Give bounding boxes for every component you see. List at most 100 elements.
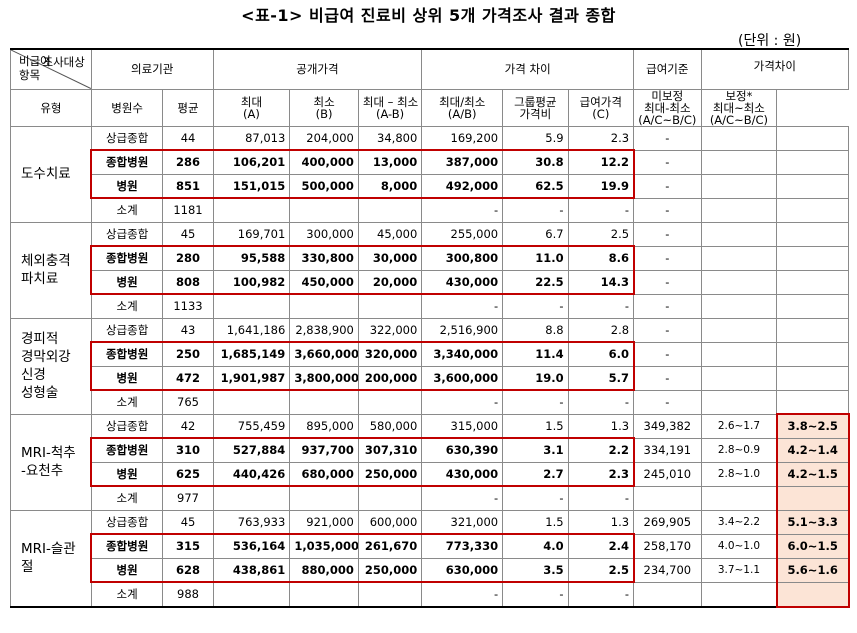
cell-group: - (567, 389, 635, 415)
cell-type: 병원 (90, 365, 164, 391)
cell-type: 종합병원 (90, 149, 164, 175)
header-max-minus-min: 최대 – 최소 (A-B) (357, 88, 423, 127)
cell-avg: 106,201 (212, 149, 291, 175)
table-row: 종합병원 315 536,164 1,035,000 261,670 773,330 4.0… (11, 533, 849, 559)
cell-max: 2,838,900 (289, 317, 359, 343)
cell-diff: 255,000 (421, 221, 504, 247)
cell-uncorr: 3.7~1.1 (700, 557, 778, 583)
cell-uncorr (700, 221, 778, 247)
cell-benefit: - (633, 341, 702, 367)
cell-avg: 536,164 (212, 533, 291, 559)
cell-avg (212, 197, 291, 223)
cell-count: 280 (162, 245, 214, 271)
cell-ratio: 19.0 (502, 365, 569, 391)
cell-ratio: - (502, 581, 569, 608)
cell-diff: 3,340,000 (421, 341, 504, 367)
cell-group: 2.5 (567, 221, 635, 247)
cell-max: 400,000 (289, 149, 359, 175)
cell-group: 5.7 (567, 365, 635, 391)
cell-ratio: 3.5 (502, 557, 569, 583)
category-name: MRI-슬관 절 (10, 509, 92, 608)
cell-benefit (633, 581, 702, 608)
header-benefit-diff: 가격차이 (700, 48, 850, 90)
header-corrected: 보정* 최대~최소 (A/C~B/C) (700, 88, 778, 127)
table-row: 종합병원 286 106,201 400,000 13,000 387,000 30.8 12… (11, 149, 849, 175)
cell-type: 상급종합 (90, 413, 164, 439)
cell-min: 30,000 (357, 245, 423, 271)
table-row: 소계 1181- - - - (11, 197, 849, 223)
cell-benefit: - (633, 365, 702, 391)
table-row: 소계 988- - - (11, 581, 849, 608)
category-name: 도수치료 (10, 125, 92, 223)
cell-diff: 315,000 (421, 413, 504, 439)
cell-max (289, 293, 359, 319)
cell-group: 6.0 (567, 341, 635, 367)
cell-corr (776, 149, 849, 175)
cell-min (357, 581, 423, 608)
cell-type: 병원 (90, 173, 164, 199)
cell-type: 소계 (90, 485, 164, 511)
cell-diff: 430,000 (421, 269, 504, 295)
table-row: 병원 851 151,015 500,000 8,000 492,000 62.5 19.9- (11, 173, 849, 199)
category-name: MRI-척추 -요천추 (10, 413, 92, 511)
cell-avg: 527,884 (212, 437, 291, 463)
cell-corr: 3.8~2.5 (776, 413, 849, 439)
cell-max: 450,000 (289, 269, 359, 295)
cell-max: 3,660,000 (289, 341, 359, 367)
cell-count: 808 (162, 269, 214, 295)
category-name: 경피적 경막외강 신경 성형술 (10, 317, 92, 415)
cell-uncorr (700, 341, 778, 367)
cell-corr (776, 197, 849, 223)
cell-max: 500,000 (289, 173, 359, 199)
cell-ratio: 62.5 (502, 173, 569, 199)
cell-max (289, 197, 359, 223)
cell-count: 765 (162, 389, 214, 415)
cell-group: 19.9 (567, 173, 635, 199)
cell-benefit: 245,010 (633, 461, 702, 487)
cell-count: 977 (162, 485, 214, 511)
cell-corr (776, 293, 849, 319)
cell-benefit: - (633, 317, 702, 343)
cell-type: 소계 (90, 293, 164, 319)
cell-group: 2.3 (567, 125, 635, 151)
header-uncorrected: 미보정 최대-최소 (A/C~B/C) (633, 88, 702, 127)
cell-max: 1,035,000 (289, 533, 359, 559)
cell-diff: 3,600,000 (421, 365, 504, 391)
header-avg: 평균 (162, 88, 214, 127)
price-survey-table: 조사대상 비급여 항목 의료기관 공개가격 가격 차이 급여기준 가격차이 유형… (10, 48, 850, 608)
cell-diff: 773,330 (421, 533, 504, 559)
cell-min (357, 197, 423, 223)
cell-count: 286 (162, 149, 214, 175)
cell-min: 250,000 (357, 557, 423, 583)
cell-max: 330,800 (289, 245, 359, 271)
table-row: 도수치료 상급종합 44 87,013 204,000 34,800 169,200 5.9 2… (10, 125, 849, 223)
table-row: 소계 765- - - - (11, 389, 849, 415)
cell-type: 병원 (90, 557, 164, 583)
cell-max: 921,000 (289, 509, 359, 535)
cell-benefit: 334,191 (633, 437, 702, 463)
cell-min: 320,000 (357, 341, 423, 367)
header-diagonal-cell: 조사대상 비급여 항목 (10, 48, 92, 90)
cell-uncorr: 2.8~0.9 (700, 437, 778, 463)
cell-type: 종합병원 (90, 533, 164, 559)
cell-type: 종합병원 (90, 245, 164, 271)
cell-benefit (633, 485, 702, 511)
cell-count: 44 (162, 125, 214, 151)
cell-max: 300,000 (289, 221, 359, 247)
cell-uncorr: 4.0~1.0 (700, 533, 778, 559)
cell-corr (776, 365, 849, 391)
cell-max (289, 581, 359, 608)
table-row: 종합병원 280 95,588 330,800 30,000 300,800 11.0 8.6… (11, 245, 849, 271)
cell-diff: 630,390 (421, 437, 504, 463)
table-row: 소계 1133- - - - (11, 293, 849, 319)
cell-min: 600,000 (357, 509, 423, 535)
cell-avg: 1,901,987 (212, 365, 291, 391)
category-name: 체외충격 파치료 (10, 221, 92, 319)
cell-min (357, 389, 423, 415)
cell-max: 880,000 (289, 557, 359, 583)
header-type: 유형 (10, 88, 92, 127)
cell-group: 14.3 (567, 269, 635, 295)
cell-ratio: 1.5 (502, 509, 569, 535)
table-row: MRI-슬관 절 상급종합 45 763,933 921,000 600,000 321,0… (10, 509, 849, 608)
cell-avg (212, 293, 291, 319)
